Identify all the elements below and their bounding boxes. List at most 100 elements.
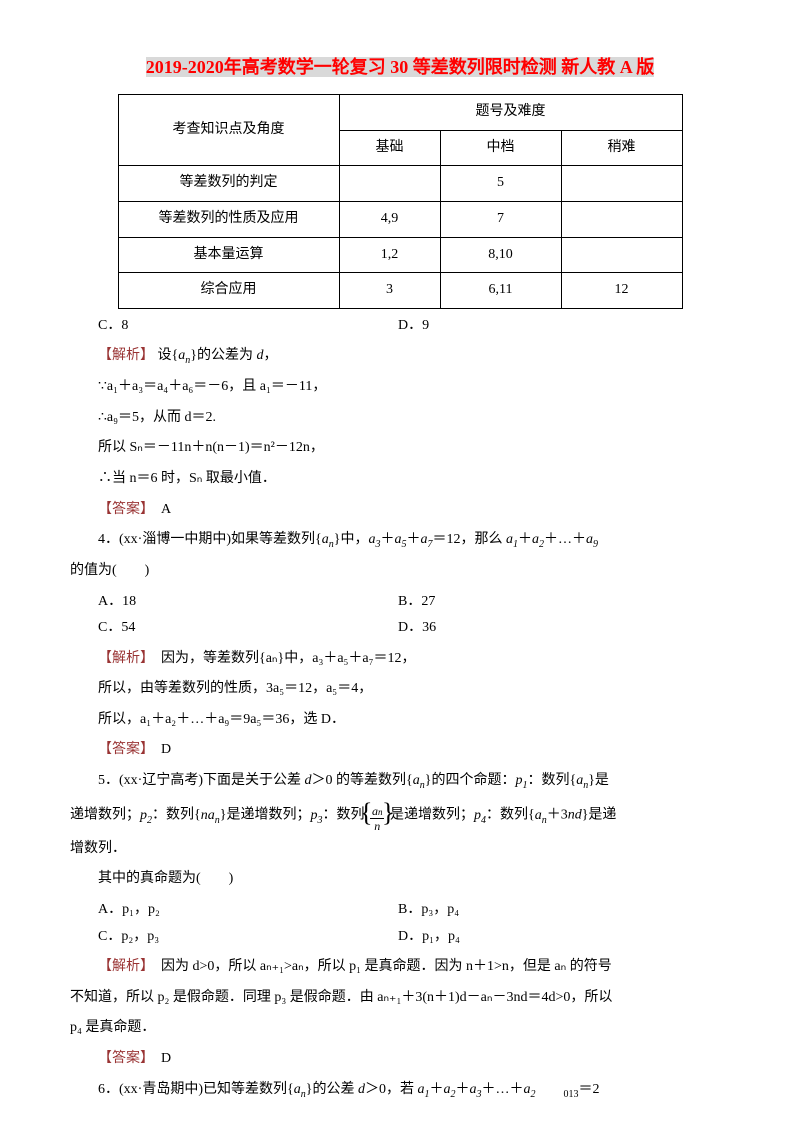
text: }的公差 <box>306 1082 358 1097</box>
cell: 5 <box>440 166 561 202</box>
solution-label: 【解析】 <box>98 348 154 363</box>
text: 因为 d>0，所以 aₙ₊₁>aₙ，所以 p₁ 是真命题．因为 n＋1>n，但是… <box>161 959 612 974</box>
header-basic: 基础 <box>339 130 440 166</box>
var-p1: p1 <box>515 773 527 788</box>
text: ＋3 <box>547 808 568 823</box>
q4-ans: 【答案】 D <box>70 737 730 764</box>
text: ＞0，若 <box>365 1082 418 1097</box>
answer-label: 【答案】 <box>98 1051 147 1066</box>
q4-opt-d: D．36 <box>398 615 698 642</box>
var-d: d <box>305 773 312 788</box>
var-p4: p4 <box>474 808 486 823</box>
q4-opt-a: A．18 <box>70 589 398 616</box>
fraction-an-over-n: { an n } <box>368 799 387 832</box>
header-hard: 稍难 <box>561 130 682 166</box>
var-nd: nd <box>568 808 582 823</box>
right-brace-icon: } <box>382 788 394 837</box>
var-a1: a1 <box>417 1082 429 1097</box>
sub013: 013 <box>563 1088 578 1099</box>
header-group: 题号及难度 <box>339 95 682 131</box>
var-an: an <box>576 773 588 788</box>
page-title: 2019-2020年高考数学一轮复习 30 等差数列限时检测 新人教 A 版 <box>70 50 730 84</box>
q5-opt-a: A．p₁，p₂ <box>70 897 398 924</box>
text: }的四个命题： <box>425 773 516 788</box>
cell: 12 <box>561 273 682 309</box>
q5-opts-row2: C．p₂，p₃ D．p₁，p₄ <box>70 924 730 951</box>
q5-sol-line1: 【解析】 因为 d>0，所以 aₙ₊₁>aₙ，所以 p₁ 是真命题．因为 n＋1… <box>70 954 730 981</box>
var-a9: a9 <box>586 532 598 547</box>
cell: 8,10 <box>440 237 561 273</box>
text: ：数列 <box>322 808 364 823</box>
cell: 1,2 <box>339 237 440 273</box>
text: 设{ <box>158 348 179 363</box>
q5-opts-row1: A．p₁，p₂ B．p₃，p₄ <box>70 897 730 924</box>
sol3-line2: ∵a₁＋a₃＝a₄＋a₆＝－6，且 a₁＝－11， <box>70 374 730 401</box>
var-an: an <box>294 1082 306 1097</box>
var-a3: a3 <box>469 1082 481 1097</box>
text: ＋…＋ <box>481 1082 523 1097</box>
text: ：数列{ <box>152 808 201 823</box>
table-header-row: 考查知识点及角度 题号及难度 <box>118 95 682 131</box>
q4-sol2: 所以，由等差数列的性质，3a₅＝12，a₅＝4， <box>70 676 730 703</box>
opt-c: C．8 <box>70 313 398 340</box>
page-root: 2019-2020年高考数学一轮复习 30 等差数列限时检测 新人教 A 版 考… <box>0 0 800 1137</box>
text: 因为，等差数列{aₙ}中，a₃＋a₅＋a₇＝12， <box>161 651 416 666</box>
header-mid: 中档 <box>440 130 561 166</box>
q4-opts-row1: A．18 B．27 <box>70 589 730 616</box>
var-a5: a5 <box>394 532 406 547</box>
text: 是递增数列； <box>390 808 474 823</box>
text: ：数列{ <box>486 808 535 823</box>
text: 5．(xx·辽宁高考)下面是关于公差 <box>98 773 305 788</box>
var-an: an <box>535 808 547 823</box>
q4-opt-b: B．27 <box>398 589 698 616</box>
answer-label: 【答案】 <box>98 742 147 757</box>
q4-opt-c: C．54 <box>70 615 398 642</box>
ans3: 【答案】 A <box>70 497 730 524</box>
row0-label: 等差数列的判定 <box>118 166 339 202</box>
text: }的公差为 <box>190 348 256 363</box>
q5-stem-line3: 增数列． <box>70 836 730 863</box>
q5-ans: 【答案】 D <box>70 1046 730 1073</box>
q5-q: 其中的真命题为( ) <box>70 866 730 893</box>
cell: 7 <box>440 201 561 237</box>
q6-stem: 6．(xx·青岛期中)已知等差数列{an}的公差 d＞0，若 a1＋a2＋a3＋… <box>70 1077 730 1104</box>
text: }是递 <box>582 808 617 823</box>
q5-opt-b: B．p₃，p₄ <box>398 897 698 924</box>
q5-stem-line2: 递增数列；p2：数列{nan}是递增数列；p3：数列 { an n } 是递增数… <box>70 799 730 832</box>
title-year: 2019-2020 <box>146 57 224 77</box>
var-p2: p2 <box>140 808 152 823</box>
var-an: an <box>322 532 334 547</box>
var-a1: a1 <box>506 532 518 547</box>
table-row: 等差数列的性质及应用 4,9 7 <box>118 201 682 237</box>
var-d: d <box>358 1082 365 1097</box>
text: ， <box>263 348 277 363</box>
var-an: an <box>178 348 190 363</box>
text: ：数列{ <box>527 773 576 788</box>
var-a2: a2 <box>532 532 544 547</box>
header-main: 考查知识点及角度 <box>118 95 339 166</box>
var-an: an <box>413 773 425 788</box>
solution-label: 【解析】 <box>98 959 147 974</box>
table-row: 综合应用 3 6,11 12 <box>118 273 682 309</box>
var-a2: a2 <box>443 1082 455 1097</box>
cell: 3 <box>339 273 440 309</box>
cell <box>561 201 682 237</box>
table-row: 等差数列的判定 5 <box>118 166 682 202</box>
answer-text: D <box>161 742 171 757</box>
knowledge-table: 考查知识点及角度 题号及难度 基础 中档 稍难 等差数列的判定 5 等差数列的性… <box>118 94 683 309</box>
sol3-line4: 所以 Sₙ＝－11n＋n(n－1)＝n²－12n， <box>70 435 730 462</box>
row2-label: 基本量运算 <box>118 237 339 273</box>
answer-text: A <box>161 502 171 517</box>
var-a2: a2 <box>523 1082 535 1097</box>
answer-label: 【答案】 <box>98 502 147 517</box>
cell: 6,11 <box>440 273 561 309</box>
text: ＝2 <box>578 1082 599 1097</box>
q5-sol-line2: 不知道，所以 p₂ 是假命题．同理 p₃ 是假命题．由 aₙ₊₁＋3(n＋1)d… <box>70 985 730 1012</box>
q4-opts-row2: C．54 D．36 <box>70 615 730 642</box>
row3-label: 综合应用 <box>118 273 339 309</box>
q4-sol3: 所以，a₁＋a₂＋…＋a₉＝9a₅＝36，选 D． <box>70 707 730 734</box>
var-nan: nan <box>201 808 220 823</box>
text: 4．(xx·淄博一中期中)如果等差数列{ <box>98 532 322 547</box>
denominator: n <box>372 819 382 832</box>
cell <box>339 166 440 202</box>
